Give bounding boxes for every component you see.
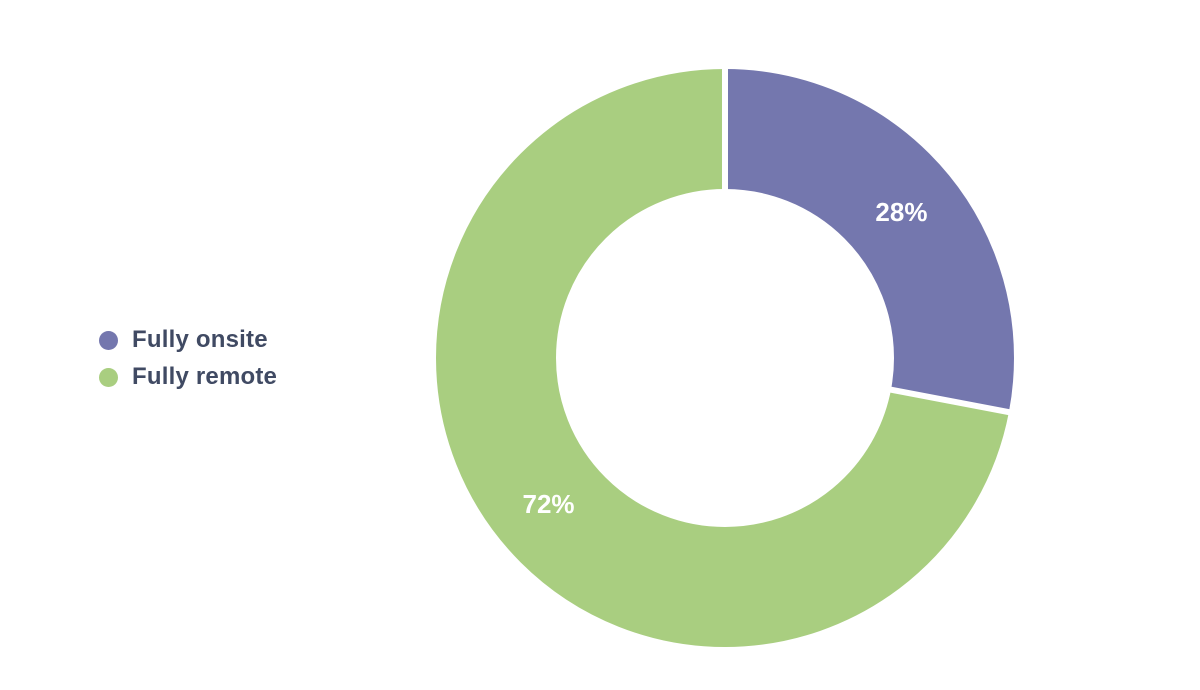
legend-swatch-icon: [99, 367, 118, 387]
chart-legend: Fully onsite Fully remote: [99, 326, 277, 392]
legend-label: Fully remote: [132, 362, 278, 390]
segment-value-label-fully-onsite: 28%: [875, 197, 927, 227]
legend-item-fully-remote[interactable]: Fully remote: [99, 363, 277, 392]
legend-item-fully-onsite[interactable]: Fully onsite: [99, 326, 277, 355]
legend-swatch-icon: [99, 330, 118, 350]
segment-value-label-fully-remote: 72%: [523, 489, 575, 519]
legend-label: Fully onsite: [132, 326, 268, 353]
segment-gap: [881, 385, 1019, 417]
